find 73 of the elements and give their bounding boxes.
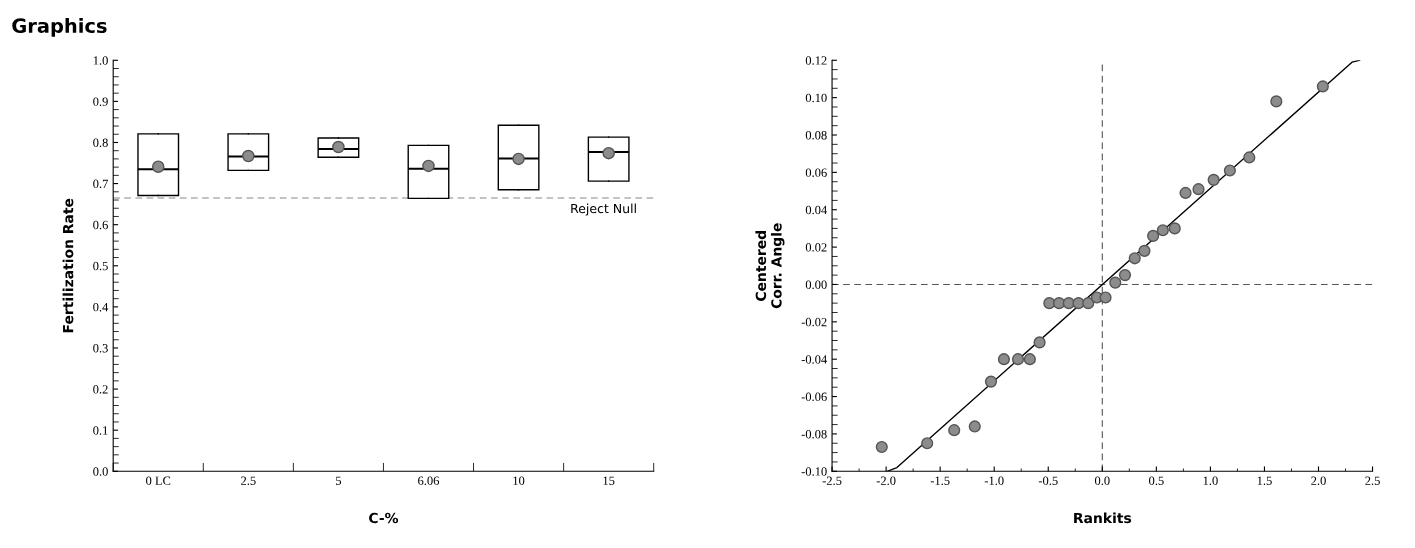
y-tick-label: -0.06 [801, 392, 827, 402]
x-tick-label: 2.5 [1365, 476, 1380, 485]
x-tick-label: -2.0 [876, 476, 896, 485]
y-tick-label: 0.4 [93, 302, 109, 312]
y-tick-label: 0.7 [93, 179, 108, 189]
point [1168, 222, 1181, 235]
point [948, 424, 961, 437]
x-tick-label: -1.5 [930, 476, 950, 485]
x-axis-title: Rankits [1074, 512, 1132, 524]
y-tick-label: 0.04 [805, 205, 827, 215]
point [1270, 95, 1283, 108]
y-tick-label: 0.08 [805, 131, 827, 140]
point [984, 375, 998, 388]
y-tick-label: 0.2 [93, 385, 108, 394]
point [1192, 183, 1205, 196]
point [1023, 353, 1036, 366]
point [1099, 291, 1112, 304]
y-axis-title: Centered Corr. Angle [755, 223, 785, 309]
y-tick-label: -0.10 [801, 467, 827, 476]
point [1243, 151, 1256, 164]
y-tick-label: 0.5 [93, 261, 108, 271]
y-axis-title: Fertilization Rate [62, 198, 74, 333]
x-tick-label: 5 [336, 476, 342, 485]
point [1052, 297, 1066, 310]
y-tick-label: 0.1 [93, 426, 108, 435]
x-tick-label: 0 LC [146, 476, 171, 485]
x-tick-label: -1.0 [984, 476, 1004, 485]
point [1033, 336, 1046, 349]
x-tick-label: 1.5 [1257, 476, 1272, 485]
y-tick-label: 0.10 [805, 93, 827, 103]
point [1082, 297, 1095, 310]
y-tick-label: 0.3 [93, 344, 108, 353]
point [921, 437, 934, 450]
x-tick-label: 2.5 [241, 476, 256, 485]
x-tick-label: -2.5 [822, 476, 842, 485]
point [1138, 244, 1151, 257]
y-tick-label: -0.04 [801, 355, 827, 364]
x-axis-title: C-% [369, 512, 399, 524]
x-tick-label: 6.06 [418, 476, 440, 485]
x-tick-label: 15 [603, 476, 615, 485]
y-tick-label: 0.02 [805, 243, 827, 252]
y-tick-label: 0.6 [93, 220, 108, 230]
point [968, 420, 981, 433]
x-tick-label: -0.5 [1038, 476, 1058, 485]
point [1062, 297, 1075, 310]
point [1109, 276, 1122, 289]
chart-title: Graphics [12, 17, 107, 37]
point [1147, 229, 1160, 242]
y-tick-label: 0.9 [93, 97, 108, 106]
x-tick-label: 0.0 [1094, 476, 1110, 485]
y-tick-label: 0.8 [93, 138, 108, 147]
point [1118, 269, 1132, 282]
point [1179, 186, 1192, 199]
y-tick-label: -0.02 [801, 317, 827, 327]
point [997, 353, 1011, 366]
x-tick-label: 2.0 [1311, 476, 1326, 485]
point [1011, 353, 1025, 366]
point [875, 440, 888, 454]
y-tick-label: 0.06 [805, 168, 827, 177]
x-tick-label: 10 [513, 476, 525, 485]
x-tick-label: 1.0 [1203, 476, 1218, 485]
point [1223, 164, 1236, 177]
point [1128, 252, 1141, 265]
y-tick-label: 1.0 [93, 56, 108, 65]
y-tick-label: 0.00 [805, 280, 827, 289]
point [1156, 224, 1169, 237]
y-tick-label: -0.08 [801, 429, 827, 439]
ref-line-label: Reject Null [571, 203, 636, 216]
y-tick-label: 0.12 [805, 56, 827, 65]
point [1207, 173, 1220, 186]
y-tick-label: 0.0 [93, 467, 108, 476]
x-tick-label: 0.5 [1149, 476, 1164, 485]
point [1316, 80, 1329, 93]
